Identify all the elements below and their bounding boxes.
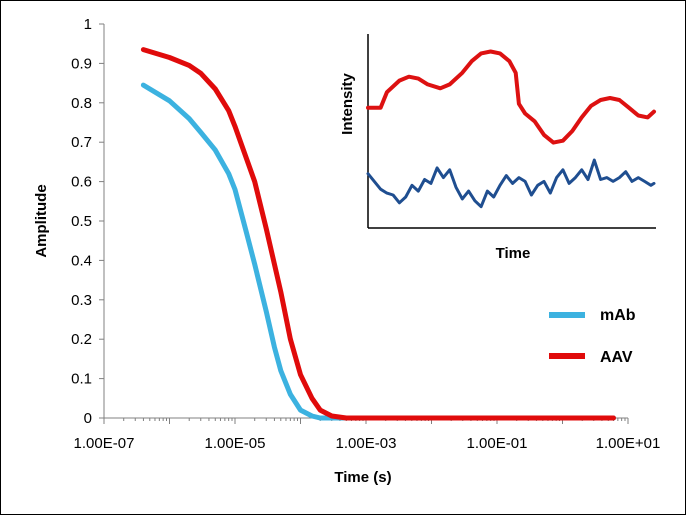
series-group <box>140 47 616 421</box>
x-tick-label: 1.00E-05 <box>205 435 266 452</box>
y-tick-label: 0.7 <box>71 134 92 151</box>
legend-label-aav: AAV <box>600 349 633 366</box>
x-tick-group: 1.00E-07 1.00E-05 1.00E-03 1.00E-01 1.00E+01 <box>74 418 661 452</box>
y-tick-label: 0.3 <box>71 292 92 309</box>
y-tick-label: 0.2 <box>71 331 92 348</box>
inset-series-line-1 <box>366 158 656 209</box>
y-axis-title: Amplitude <box>33 184 50 257</box>
y-tick-label: 0.4 <box>71 252 92 269</box>
x-tick-label: 1.00E-03 <box>336 435 397 452</box>
inset-series-line-0 <box>366 49 656 145</box>
legend: mAb AAV <box>549 307 636 366</box>
legend-label-mab: mAb <box>600 307 636 324</box>
y-tick-group: 0 0.1 0.2 0.3 0.4 0.5 0.6 0.7 0.8 0.9 1 <box>71 16 104 427</box>
inset-chart: Intensity Time <box>339 34 656 262</box>
y-tick-label: 0.9 <box>71 55 92 72</box>
y-tick-label: 0.6 <box>71 174 92 191</box>
y-tick-label: 0 <box>84 410 92 427</box>
x-tick-label: 1.00E+01 <box>596 435 661 452</box>
y-tick-label: 0.8 <box>71 95 92 112</box>
x-tick-label: 1.00E-07 <box>74 435 135 452</box>
inset-y-axis-title: Intensity <box>339 73 356 135</box>
y-tick-label: 0.5 <box>71 213 92 230</box>
inset-series-group <box>366 49 656 209</box>
y-tick-label: 0.1 <box>71 371 92 388</box>
series-line-aav <box>140 47 616 421</box>
y-tick-label: 1 <box>84 16 92 33</box>
x-tick-label: 1.00E-01 <box>467 435 528 452</box>
x-axis-title: Time (s) <box>334 469 391 486</box>
inset-x-axis-title: Time <box>496 245 531 262</box>
